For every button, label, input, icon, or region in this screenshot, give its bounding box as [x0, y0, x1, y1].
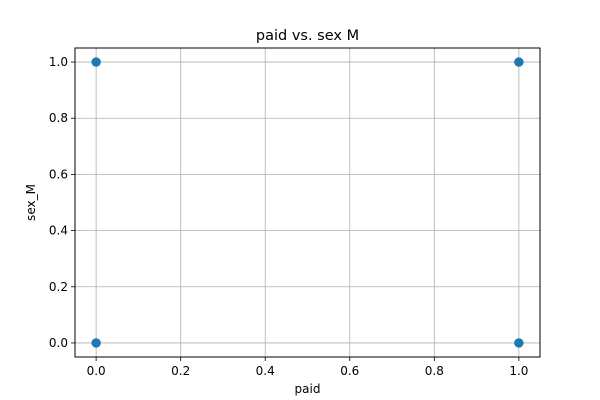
y-tick-label: 1.0 [49, 55, 68, 69]
scatter-point [91, 57, 101, 67]
x-tick-label: 0.8 [425, 364, 444, 378]
grid [75, 48, 540, 357]
x-tick-label: 0.6 [340, 364, 359, 378]
scatter-point [514, 57, 524, 67]
x-tick-label: 0.2 [171, 364, 190, 378]
x-tick-label: 1.0 [509, 364, 528, 378]
y-tick-label: 0.2 [49, 280, 68, 294]
plot-frame [74, 47, 541, 358]
y-axis-title: sex_M [24, 184, 38, 221]
scatter-point [91, 338, 101, 348]
chart-title: paid vs. sex M [256, 28, 359, 44]
x-tick-label: 0.4 [256, 364, 275, 378]
x-tick-label: 0.0 [87, 364, 106, 378]
scatter-point [514, 338, 524, 348]
y-tick-label: 0.0 [49, 336, 68, 350]
y-tick-label: 0.8 [49, 111, 68, 125]
y-tick-label: 0.6 [49, 167, 68, 181]
y-tick-label: 0.4 [49, 224, 68, 238]
axis-ticks: 0.0 0.2 0.4 0.6 0.8 1.0 0.0 0.2 0.4 0.6 0.8 1.0 [49, 55, 529, 378]
x-axis-title: paid [295, 382, 321, 396]
data-points [91, 57, 524, 348]
